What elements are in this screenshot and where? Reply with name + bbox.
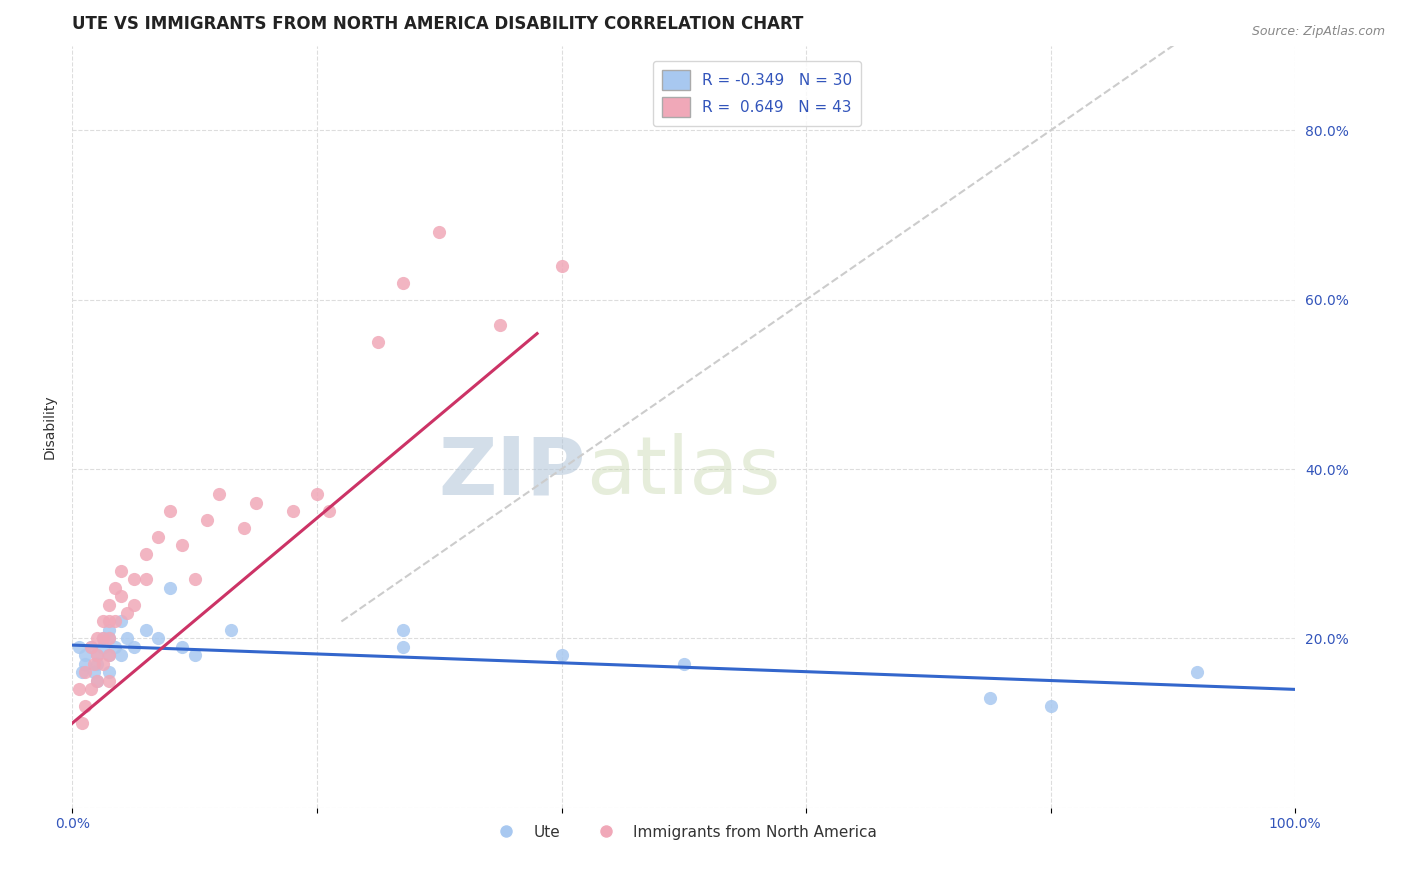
Point xyxy=(67,640,90,654)
Point xyxy=(110,615,132,629)
Point xyxy=(232,521,254,535)
Point xyxy=(122,572,145,586)
Point xyxy=(281,504,304,518)
Point xyxy=(318,504,340,518)
Point xyxy=(208,487,231,501)
Point xyxy=(172,640,194,654)
Point xyxy=(245,496,267,510)
Point xyxy=(80,640,103,654)
Point xyxy=(221,623,243,637)
Point xyxy=(1187,665,1209,680)
Point xyxy=(91,640,114,654)
Point xyxy=(391,623,413,637)
Point xyxy=(104,581,127,595)
Point xyxy=(979,690,1001,705)
Point xyxy=(122,640,145,654)
Point xyxy=(80,682,103,697)
Point xyxy=(98,615,121,629)
Point xyxy=(86,632,108,646)
Point xyxy=(98,598,121,612)
Point xyxy=(672,657,695,671)
Point xyxy=(489,318,512,332)
Point xyxy=(70,716,93,731)
Point xyxy=(135,623,157,637)
Point xyxy=(146,632,169,646)
Point xyxy=(104,615,127,629)
Point xyxy=(391,276,413,290)
Point xyxy=(91,632,114,646)
Point xyxy=(305,487,328,501)
Y-axis label: Disability: Disability xyxy=(44,394,58,459)
Point xyxy=(146,530,169,544)
Point xyxy=(98,648,121,663)
Point xyxy=(91,632,114,646)
Point xyxy=(98,673,121,688)
Point xyxy=(367,334,389,349)
Point xyxy=(104,640,127,654)
Point xyxy=(195,513,218,527)
Point xyxy=(98,648,121,663)
Point xyxy=(98,632,121,646)
Point xyxy=(98,632,121,646)
Point xyxy=(83,657,105,671)
Point xyxy=(391,640,413,654)
Point xyxy=(98,665,121,680)
Point xyxy=(86,673,108,688)
Point xyxy=(86,648,108,663)
Point xyxy=(183,572,205,586)
Text: Source: ZipAtlas.com: Source: ZipAtlas.com xyxy=(1251,25,1385,38)
Point xyxy=(86,648,108,663)
Point xyxy=(83,665,105,680)
Point xyxy=(135,547,157,561)
Text: UTE VS IMMIGRANTS FROM NORTH AMERICA DISABILITY CORRELATION CHART: UTE VS IMMIGRANTS FROM NORTH AMERICA DIS… xyxy=(72,15,804,33)
Point xyxy=(73,699,96,714)
Point xyxy=(117,632,139,646)
Point xyxy=(73,657,96,671)
Point xyxy=(110,648,132,663)
Point xyxy=(73,665,96,680)
Point xyxy=(172,538,194,552)
Point xyxy=(159,504,181,518)
Point xyxy=(67,682,90,697)
Point xyxy=(159,581,181,595)
Point xyxy=(550,259,572,273)
Point xyxy=(183,648,205,663)
Point xyxy=(73,648,96,663)
Text: atlas: atlas xyxy=(586,434,780,511)
Point xyxy=(117,606,139,620)
Point xyxy=(122,598,145,612)
Point xyxy=(427,225,450,239)
Point xyxy=(70,665,93,680)
Point xyxy=(98,623,121,637)
Legend: Ute, Immigrants from North America: Ute, Immigrants from North America xyxy=(484,819,883,846)
Point xyxy=(86,657,108,671)
Point xyxy=(550,648,572,663)
Point xyxy=(135,572,157,586)
Point xyxy=(80,640,103,654)
Point xyxy=(91,657,114,671)
Point xyxy=(110,564,132,578)
Point xyxy=(91,615,114,629)
Point xyxy=(1039,699,1062,714)
Point xyxy=(86,673,108,688)
Point xyxy=(110,589,132,603)
Text: ZIP: ZIP xyxy=(439,434,586,511)
